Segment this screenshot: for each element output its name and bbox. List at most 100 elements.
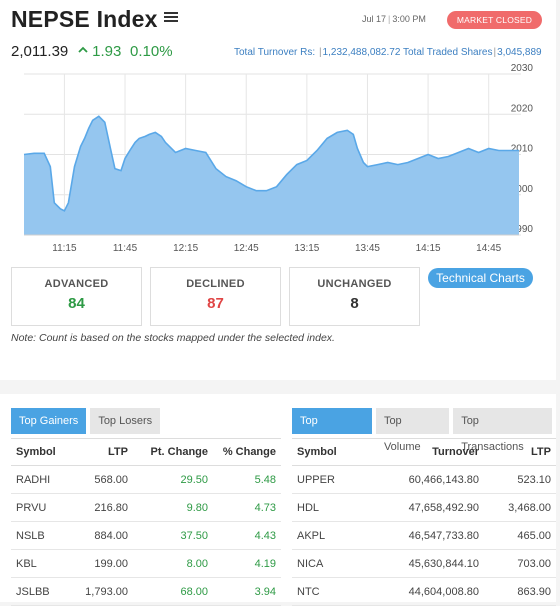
cell-symbol[interactable]: UPPER xyxy=(292,465,354,494)
table-row[interactable]: AKPL 46,547,733.80 465.00 xyxy=(292,521,556,550)
declined-count-box: DECLINED 87 xyxy=(150,267,281,326)
table-row[interactable]: PRVU 216.80 9.80 4.73 xyxy=(11,493,281,522)
market-time: 3:00 PM xyxy=(392,14,426,24)
cell-symbol[interactable]: PRVU xyxy=(11,493,73,522)
market-movers-section: Top Gainers Top Losers Symbol LTP Pt. Ch… xyxy=(0,394,556,606)
table-row[interactable]: NICA 45,630,844.10 703.00 xyxy=(292,549,556,578)
index-value: 2,011.39 xyxy=(11,43,69,60)
table-row[interactable]: HDL 47,658,492.90 3,468.00 xyxy=(292,493,556,522)
cell-turnover: 46,547,733.80 xyxy=(354,521,484,550)
declined-value: 87 xyxy=(207,295,224,312)
cell-turnover: 60,466,143.80 xyxy=(354,465,484,494)
tab-top-losers[interactable]: Top Losers xyxy=(90,408,161,434)
x-tick-label: 14:45 xyxy=(476,243,501,254)
cell-ltp: 568.00 xyxy=(73,465,133,494)
gainers-losers-tabs: Top Gainers Top Losers xyxy=(11,408,164,434)
y-tick-label: 2030 xyxy=(511,63,534,74)
column-header-pt-change[interactable]: Pt. Change xyxy=(133,438,213,466)
column-header-symbol[interactable]: Symbol xyxy=(292,438,354,466)
cell-turnover: 47,658,492.90 xyxy=(354,493,484,522)
tab-top-gainers[interactable]: Top Gainers xyxy=(11,408,87,434)
total-traded-shares: Total Traded Shares|3,045,889 xyxy=(403,47,542,58)
x-tick-label: 13:15 xyxy=(294,243,319,254)
table-row[interactable]: JSLBB 1,793.00 68.00 3.94 xyxy=(11,577,281,606)
total-turnover-label: Total Turnover Rs: xyxy=(234,47,316,58)
x-tick-label: 13:45 xyxy=(355,243,380,254)
index-change: 1.93 xyxy=(78,43,121,60)
cell-pct-change: 3.94 xyxy=(213,577,281,606)
arrow-up-icon xyxy=(78,46,88,53)
technical-charts-button[interactable]: Technical Charts xyxy=(428,268,533,288)
cell-ltp: 884.00 xyxy=(73,521,133,550)
table-row[interactable]: KBL 199.00 8.00 4.19 xyxy=(11,549,281,578)
declined-label: DECLINED xyxy=(186,278,245,290)
table-row[interactable]: NSLB 884.00 37.50 4.43 xyxy=(11,521,281,550)
table-row[interactable]: NTC 44,604,008.80 863.90 xyxy=(292,577,556,606)
total-turnover-value: 1,232,488,082.72 xyxy=(322,47,401,58)
unchanged-count-box: UNCHANGED 8 xyxy=(289,267,420,326)
cell-ltp: 465.00 xyxy=(484,521,556,550)
index-intraday-chart[interactable]: 1990 2000 2010 2020 2030 11:15 11:45 12:15 12:45… xyxy=(0,62,556,262)
y-tick-label: 2010 xyxy=(511,144,534,155)
tab-top-transactions[interactable]: Top Transactions xyxy=(453,408,552,453)
cell-pt-change: 37.50 xyxy=(133,521,213,550)
y-tick-label: 2000 xyxy=(511,184,534,195)
x-tick-label: 12:45 xyxy=(234,243,259,254)
column-header-turnover[interactable]: Turnover xyxy=(354,438,484,466)
column-header-ltp[interactable]: LTP xyxy=(484,438,556,466)
market-date: Jul 17 xyxy=(362,14,387,24)
cell-pct-change: 5.48 xyxy=(213,465,281,494)
tab-top-turnover[interactable]: Top Turnover xyxy=(292,408,372,453)
cell-pct-change: 4.43 xyxy=(213,521,281,550)
cell-pct-change: 4.19 xyxy=(213,549,281,578)
top-gainers-table: Symbol LTP Pt. Change % Change RADHI 568.… xyxy=(11,438,281,606)
cell-pt-change: 8.00 xyxy=(133,549,213,578)
index-change-value: 1.93 xyxy=(92,43,122,60)
cell-symbol[interactable]: NICA xyxy=(292,549,354,578)
x-tick-label: 11:45 xyxy=(113,243,138,254)
table-row[interactable]: RADHI 568.00 29.50 5.48 xyxy=(11,465,281,494)
cell-ltp: 703.00 xyxy=(484,549,556,578)
cell-ltp: 523.10 xyxy=(484,465,556,494)
index-line xyxy=(23,115,519,212)
x-tick-label: 14:15 xyxy=(416,243,441,254)
advanced-label: ADVANCED xyxy=(44,278,109,290)
cell-symbol[interactable]: RADHI xyxy=(11,465,73,494)
total-traded-shares-value: 3,045,889 xyxy=(497,47,542,58)
cell-ltp: 216.80 xyxy=(73,493,133,522)
column-header-ltp[interactable]: LTP xyxy=(73,438,133,466)
index-area-fill xyxy=(24,116,519,235)
turnover-volume-tabs: Top Turnover Top Volume Top Transactions xyxy=(292,408,556,453)
x-tick-label: 12:15 xyxy=(173,243,198,254)
top-turnover-table: Symbol Turnover LTP UPPER 60,466,143.80 52… xyxy=(292,438,556,606)
cell-symbol[interactable]: NSLB xyxy=(11,521,73,550)
cell-symbol[interactable]: NTC xyxy=(292,577,354,606)
menu-icon[interactable] xyxy=(164,12,178,24)
cell-ltp: 1,793.00 xyxy=(73,577,133,606)
cell-ltp: 3,468.00 xyxy=(484,493,556,522)
cell-pt-change: 9.80 xyxy=(133,493,213,522)
market-status-badge: MARKET CLOSED xyxy=(447,11,542,29)
count-note: Note: Count is based on the stocks mappe… xyxy=(11,332,335,344)
y-tick-label: 1990 xyxy=(511,224,534,235)
cell-pt-change: 29.50 xyxy=(133,465,213,494)
unchanged-label: UNCHANGED xyxy=(317,278,392,290)
column-header-pct-change[interactable]: % Change xyxy=(213,438,281,466)
advanced-value: 84 xyxy=(68,295,85,312)
cell-turnover: 45,630,844.10 xyxy=(354,549,484,578)
index-change-percent: 0.10% xyxy=(130,43,173,60)
advanced-count-box: ADVANCED 84 xyxy=(11,267,142,326)
cell-ltp: 863.90 xyxy=(484,577,556,606)
cell-symbol[interactable]: KBL xyxy=(11,549,73,578)
tab-top-volume[interactable]: Top Volume xyxy=(375,408,450,453)
cell-symbol[interactable]: JSLBB xyxy=(11,577,73,606)
x-tick-label: 11:15 xyxy=(52,243,77,254)
index-summary-card: NEPSE Index Jul 17 | 3:00 PM MARKET CLOSED… xyxy=(0,0,556,380)
table-row[interactable]: UPPER 60,466,143.80 523.10 xyxy=(292,465,556,494)
cell-symbol[interactable]: AKPL xyxy=(292,521,354,550)
market-datetime: Jul 17 | 3:00 PM xyxy=(362,14,426,24)
column-header-symbol[interactable]: Symbol xyxy=(11,438,73,466)
y-tick-label: 2020 xyxy=(511,103,534,114)
page-title: NEPSE Index xyxy=(11,6,158,32)
cell-symbol[interactable]: HDL xyxy=(292,493,354,522)
